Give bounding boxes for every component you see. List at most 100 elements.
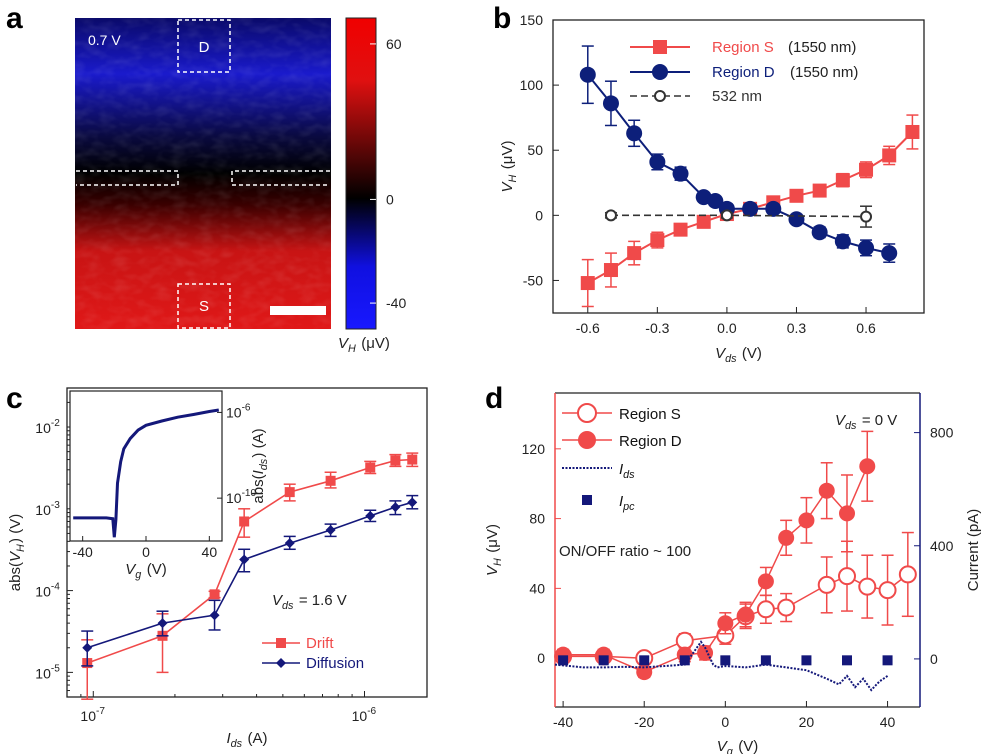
data-point xyxy=(882,148,897,163)
legend-label: Drift xyxy=(306,635,334,652)
y-tick-label: 40 xyxy=(529,580,545,596)
x-tick-label: 10-6 xyxy=(352,706,378,724)
data-point xyxy=(239,516,250,527)
legend-label: Diffusion xyxy=(306,655,364,672)
channel-left-outline xyxy=(76,170,179,186)
colorbar-tick-label: 60 xyxy=(386,36,402,52)
y-axis-label: abs(VH ) (V) xyxy=(7,514,27,591)
data-point xyxy=(284,487,295,498)
data-point xyxy=(209,589,220,600)
heatmap-texture xyxy=(75,18,331,329)
data-point xyxy=(717,615,734,632)
y-tick-label: 10-4 xyxy=(35,582,61,600)
data-point xyxy=(834,233,851,250)
plot-frame xyxy=(552,19,925,314)
data-point xyxy=(842,655,852,666)
legend: Drift Diffusion xyxy=(262,635,364,672)
y-tick-label: 0 xyxy=(535,207,543,223)
legend-marker xyxy=(276,658,286,668)
data-point xyxy=(878,581,897,600)
colorbar-tick-label: -40 xyxy=(386,295,406,311)
colorbar xyxy=(345,17,377,330)
legend-label: Ids xyxy=(619,461,636,481)
plot-frame xyxy=(66,387,428,698)
y-tick-label: 10-5 xyxy=(35,663,61,681)
data-point xyxy=(798,512,815,529)
data-point xyxy=(801,655,812,666)
data-point xyxy=(757,573,774,590)
x-tick-label: 20 xyxy=(799,714,815,730)
series-line xyxy=(611,214,867,218)
x-tick-label: 0.0 xyxy=(717,320,737,336)
data-point xyxy=(239,554,250,565)
region-s-label: S xyxy=(199,298,209,315)
on-off-annotation: ON/OFF ratio ~ 100 xyxy=(559,543,691,560)
data-point xyxy=(325,525,336,536)
data-point xyxy=(707,193,724,210)
data-point xyxy=(882,655,893,666)
data-point xyxy=(603,263,618,278)
inset-chart: -40 0 40 10-6 10-10 Vg (V) abs(Ids ) (A) xyxy=(69,390,270,581)
data-point xyxy=(626,125,643,142)
legend-marker xyxy=(654,90,666,102)
y-tick-label: 10-3 xyxy=(35,500,61,518)
data-point xyxy=(859,458,876,475)
series-i-ds xyxy=(554,640,889,692)
data-point xyxy=(839,505,855,522)
data-point xyxy=(602,95,619,112)
data-point xyxy=(407,454,418,465)
data-point xyxy=(789,188,804,203)
legend-marker xyxy=(652,64,668,80)
data-point xyxy=(788,211,805,228)
y-right-tick-label: 0 xyxy=(930,651,938,667)
legend-label: Ipc xyxy=(619,493,636,513)
x-tick-label: 0.3 xyxy=(787,320,807,336)
panel-c-label: c xyxy=(6,382,23,415)
data-point xyxy=(898,565,917,584)
legend-note: (1550 nm) xyxy=(788,39,856,56)
data-point xyxy=(812,183,827,198)
legend-label: Region S xyxy=(619,406,681,423)
data-point xyxy=(765,200,782,217)
panel-d-label: d xyxy=(485,382,503,415)
region-s-box xyxy=(177,283,231,329)
data-point xyxy=(778,529,795,546)
inset-y-tick-label: 10-10 xyxy=(226,488,257,506)
y-right-tick-label: 400 xyxy=(930,538,954,554)
inset-x-axis-label: Vg (V) xyxy=(125,561,166,581)
data-point xyxy=(650,233,665,248)
inset-y-tick-label: 10-6 xyxy=(226,402,252,420)
data-point xyxy=(777,598,796,617)
data-point xyxy=(627,246,642,261)
y-tick-label: 100 xyxy=(520,77,544,93)
x-axis-label: Ids (A) xyxy=(226,730,267,750)
x-tick-label: 10-7 xyxy=(80,706,106,724)
legend-label: Region S xyxy=(712,39,774,56)
data-point xyxy=(407,497,418,508)
series-diffusion xyxy=(81,494,419,667)
data-point xyxy=(696,214,711,229)
x-axis-label: Vds (V) xyxy=(715,345,762,365)
legend-label: 532 nm xyxy=(712,88,762,105)
x-tick-label: 0.6 xyxy=(856,320,876,336)
data-point xyxy=(742,200,759,217)
panel-c: c 10-7 10-6 10-5 10-4 10-3 10-2 Ids (A) ab… xyxy=(6,382,428,750)
data-point xyxy=(284,538,295,549)
data-point xyxy=(859,162,874,177)
data-point xyxy=(737,606,754,623)
colorbar-label: VH (μV) xyxy=(338,335,390,355)
data-point xyxy=(679,655,690,666)
data-point xyxy=(598,655,609,666)
data-point xyxy=(817,575,836,594)
series-line xyxy=(554,640,889,692)
x-tick-label: -20 xyxy=(634,714,654,730)
legend: Region S (1550 nm) Region D (1550 nm) 532 nm xyxy=(630,39,858,105)
inset-x-tick-label: -40 xyxy=(73,544,93,560)
data-point xyxy=(673,222,688,237)
data-point xyxy=(858,577,877,596)
series-drift xyxy=(81,452,419,700)
x-tick-label: -0.6 xyxy=(576,320,600,336)
y-right-tick-label: 800 xyxy=(930,425,954,441)
data-point xyxy=(580,276,595,291)
